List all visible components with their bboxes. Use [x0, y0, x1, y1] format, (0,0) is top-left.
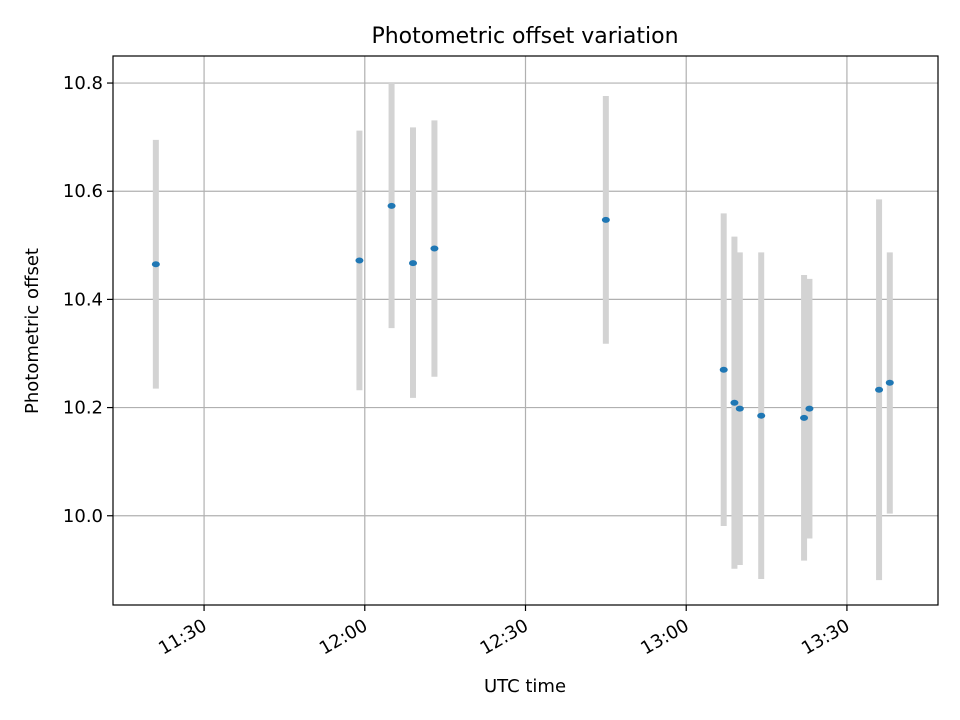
data-point: [875, 386, 884, 393]
y-tick-label: 10.0: [63, 506, 103, 527]
data-point: [601, 216, 610, 223]
data-point: [355, 257, 364, 264]
data-point: [805, 405, 814, 412]
data-point: [387, 202, 396, 209]
y-tick-label: 10.6: [63, 181, 103, 202]
point-layer: [151, 202, 894, 421]
data-point: [719, 366, 728, 373]
y-tick-label: 10.2: [63, 398, 103, 419]
data-point: [730, 399, 739, 406]
y-tick-label: 10.8: [63, 73, 103, 94]
data-point: [885, 379, 894, 386]
grid-layer: [113, 56, 938, 605]
data-point: [430, 245, 439, 252]
y-axis-label: Photometric offset: [22, 248, 43, 414]
chart-title: Photometric offset variation: [371, 24, 678, 49]
y-tick-label: 10.4: [63, 289, 103, 310]
x-axis-label: UTC time: [484, 676, 566, 697]
data-point: [800, 414, 809, 421]
data-point: [735, 405, 744, 412]
data-point: [757, 412, 766, 419]
data-point: [151, 261, 160, 268]
data-point: [409, 260, 417, 267]
